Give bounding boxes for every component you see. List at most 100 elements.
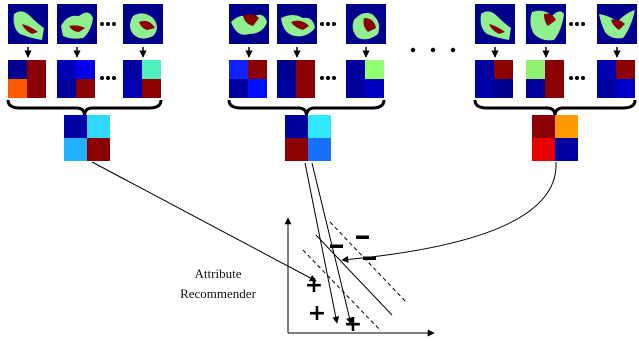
dot xyxy=(106,76,110,80)
heatmap-cell xyxy=(248,79,267,98)
heatmap-cell xyxy=(229,79,248,98)
dot xyxy=(581,22,585,26)
dot xyxy=(410,47,416,53)
heatmap-3-2 xyxy=(526,60,564,98)
pooled-heatmap-1 xyxy=(64,115,110,161)
heatmap-cell xyxy=(277,79,296,98)
heatmap-cell xyxy=(285,138,308,161)
mask-part xyxy=(243,14,259,26)
mask-part xyxy=(291,20,309,30)
heatmap-cell xyxy=(64,138,87,161)
heatmap-cell xyxy=(494,79,513,98)
pooled-heatmap-2 xyxy=(285,115,331,161)
negative-sample xyxy=(330,244,343,248)
mask-image-3-2 xyxy=(526,4,566,44)
mask-image-1-2 xyxy=(57,4,97,44)
ellipsis-dots xyxy=(100,22,116,26)
heatmap-cell xyxy=(616,79,635,98)
mask-part xyxy=(611,19,625,30)
heatmap-cell xyxy=(346,79,365,98)
mask-part xyxy=(489,24,505,34)
mask-image-2-2 xyxy=(277,4,317,44)
heatmap-cell xyxy=(296,60,315,79)
negative-sample xyxy=(356,235,369,239)
dot xyxy=(112,22,116,26)
heatmap-cell xyxy=(76,79,95,98)
recommender-label-line2: Recommender xyxy=(180,286,256,301)
dot xyxy=(581,76,585,80)
heatmap-2-1 xyxy=(229,60,267,98)
ellipsis-dots xyxy=(100,76,116,80)
heatmap-3-1 xyxy=(475,60,513,98)
heatmap-cell xyxy=(526,60,545,79)
heatmap-cell xyxy=(365,60,384,79)
heatmap-cell xyxy=(555,115,578,138)
mask-part xyxy=(544,13,556,26)
heatmap-cell xyxy=(545,60,564,79)
mask-body xyxy=(530,10,564,41)
mask-body xyxy=(13,11,44,40)
heatmap-2-2 xyxy=(277,60,315,98)
heatmap-cell xyxy=(365,79,384,98)
pooled-heatmap-3 xyxy=(532,115,578,161)
heatmap-cell xyxy=(87,115,110,138)
heatmap-cell xyxy=(123,79,142,98)
dot xyxy=(326,22,330,26)
mask-part xyxy=(363,18,376,32)
heatmap-cell xyxy=(532,138,555,161)
heatmap-cell xyxy=(532,115,555,138)
dot xyxy=(112,76,116,80)
group-ellipsis xyxy=(410,47,456,53)
heatmap-cell xyxy=(277,60,296,79)
dot xyxy=(332,22,336,26)
heatmap-cell xyxy=(64,115,87,138)
image-groups xyxy=(6,4,637,161)
arrow-group-2a xyxy=(304,162,340,324)
heatmap-cell xyxy=(296,79,315,98)
heatmap-cell xyxy=(27,79,46,98)
dot xyxy=(332,76,336,80)
heatmap-1-1 xyxy=(8,60,46,98)
heatmap-cell xyxy=(57,79,76,98)
heatmap-cell xyxy=(76,60,95,79)
arrow-group-1 xyxy=(91,161,317,282)
mask-image-2-1 xyxy=(229,4,269,44)
margin-lower xyxy=(302,249,382,332)
ellipsis-dots xyxy=(569,22,585,26)
decision-boundary xyxy=(315,234,393,316)
heatmap-cell xyxy=(308,115,331,138)
mask-image-3-3 xyxy=(597,4,637,44)
mask-image-1-1 xyxy=(8,4,48,44)
dot xyxy=(100,76,104,80)
heatmap-cell xyxy=(494,60,513,79)
heatmap-cell xyxy=(57,60,76,79)
heatmap-1-2 xyxy=(57,60,95,98)
dot xyxy=(430,47,436,53)
pooling-brace xyxy=(227,99,386,117)
heatmap-3-3 xyxy=(597,60,635,98)
mask-part xyxy=(22,24,38,34)
heatmap-cell xyxy=(8,60,27,79)
dot xyxy=(106,22,110,26)
heatmap-cell xyxy=(346,60,365,79)
heatmap-cell xyxy=(597,79,616,98)
heatmap-cell xyxy=(248,60,267,79)
dot xyxy=(100,22,104,26)
arrow-group-3 xyxy=(341,161,557,263)
mask-image-1-3 xyxy=(123,4,163,44)
mask-image-2-3 xyxy=(346,4,386,44)
heatmap-cell xyxy=(8,79,27,98)
heatmap-cell xyxy=(87,138,110,161)
heatmap-cell xyxy=(475,79,494,98)
heatmap-cell xyxy=(308,138,331,161)
negative-sample xyxy=(363,256,376,260)
heatmap-cell xyxy=(123,60,142,79)
positive-sample: + xyxy=(344,312,362,337)
heatmap-cell xyxy=(475,60,494,79)
heatmap-cell xyxy=(597,60,616,79)
recommender-label-line1: Attribute xyxy=(194,266,242,281)
dot xyxy=(326,76,330,80)
ellipsis-dots xyxy=(320,76,336,80)
heatmap-2-3 xyxy=(346,60,384,98)
